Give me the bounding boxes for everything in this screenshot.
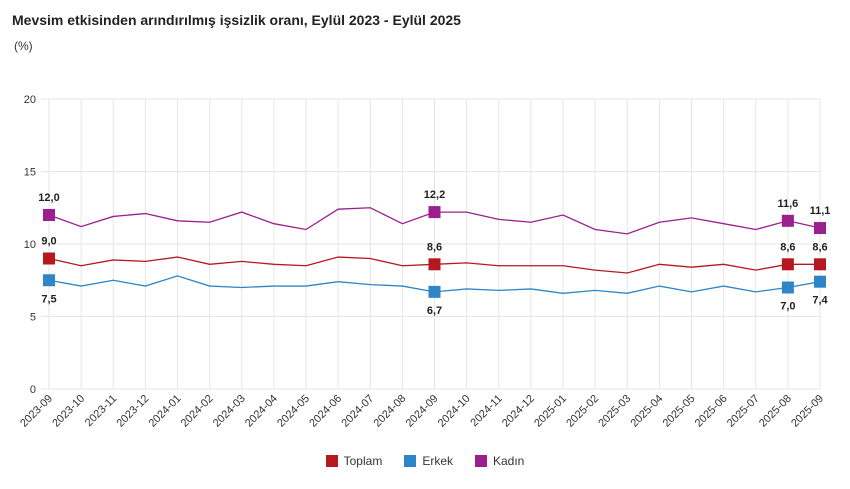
- legend-swatch: [404, 455, 417, 467]
- data-label: 8,6: [812, 241, 827, 253]
- x-tick-label: 2023-12: [114, 393, 151, 430]
- x-tick-label: 2024-08: [371, 393, 408, 430]
- legend-item-erkek[interactable]: Erkek: [404, 454, 453, 468]
- data-point-marker: [814, 222, 826, 235]
- x-tick-label: 2024-11: [468, 393, 504, 429]
- y-tick-label: 10: [24, 239, 36, 251]
- x-tick-label: 2024-03: [211, 393, 248, 430]
- legend-swatch: [325, 455, 338, 467]
- data-label: 7,5: [41, 293, 56, 305]
- data-label: 12,2: [424, 189, 445, 201]
- data-point-marker: [43, 252, 55, 265]
- data-point-marker: [43, 209, 55, 221]
- x-tick-label: 2025-04: [628, 393, 665, 430]
- x-tick-label: 2024-06: [307, 393, 344, 430]
- data-point-marker: [428, 206, 441, 219]
- data-point-marker: [781, 281, 794, 294]
- data-label: 8,6: [427, 241, 442, 253]
- data-point-marker: [428, 285, 441, 298]
- y-tick-label: 0: [30, 384, 36, 396]
- x-tick-label: 2025-09: [789, 393, 826, 430]
- y-tick-label: 5: [30, 312, 36, 324]
- x-tick-label: 2023-11: [83, 393, 119, 429]
- x-tick-label: 2025-02: [564, 393, 601, 430]
- data-label: 11,6: [777, 198, 798, 210]
- x-tick-label: 2025-03: [596, 393, 633, 430]
- x-tick-label: 2024-09: [404, 393, 441, 430]
- data-label: 11,1: [810, 205, 831, 217]
- chart-title: Mevsim etkisinden arındırılmış işsizlik …: [12, 12, 461, 28]
- data-label: 9,0: [41, 236, 56, 248]
- x-tick-label: 2025-06: [693, 393, 730, 430]
- legend-swatch: [475, 455, 487, 467]
- x-tick-label: 2024-02: [179, 393, 216, 430]
- data-point-marker: [781, 214, 794, 227]
- data-point-marker: [781, 258, 794, 271]
- x-tick-label: 2024-04: [243, 393, 280, 430]
- legend-item-kadın[interactable]: Kadın: [475, 454, 524, 468]
- y-tick-label: 20: [24, 94, 36, 106]
- legend: Toplam Erkek Kadın: [0, 454, 850, 468]
- x-tick-label: 2024-10: [436, 393, 473, 430]
- data-point-marker: [814, 258, 826, 271]
- x-tick-label: 2024-07: [339, 393, 376, 430]
- data-label: 6,7: [427, 305, 442, 317]
- x-tick-label: 2025-08: [757, 393, 794, 430]
- x-tick-label: 2024-01: [147, 393, 184, 430]
- x-tick-label: 2024-05: [275, 393, 312, 430]
- legend-label: Kadın: [493, 454, 525, 468]
- x-tick-label: 2025-01: [532, 393, 569, 430]
- legend-item-toplam[interactable]: Toplam: [325, 454, 383, 468]
- x-tick-label: 2024-12: [500, 393, 537, 430]
- x-tick-label: 2023-10: [50, 393, 87, 430]
- x-tick-label: 2023-09: [18, 393, 55, 430]
- data-label: 8,6: [780, 241, 795, 253]
- data-point-marker: [428, 258, 441, 271]
- y-tick-label: 15: [24, 167, 36, 179]
- data-label: 7,0: [780, 301, 795, 313]
- data-point-marker: [814, 275, 826, 288]
- legend-label: Erkek: [422, 454, 453, 468]
- x-tick-label: 2025-07: [725, 393, 762, 430]
- y-unit-label: (%): [14, 39, 33, 53]
- x-tick-label: 2025-05: [661, 393, 698, 430]
- legend-label: Toplam: [343, 454, 383, 468]
- data-point-marker: [43, 274, 55, 287]
- data-label: 12,0: [38, 192, 59, 204]
- data-label: 7,4: [812, 295, 828, 307]
